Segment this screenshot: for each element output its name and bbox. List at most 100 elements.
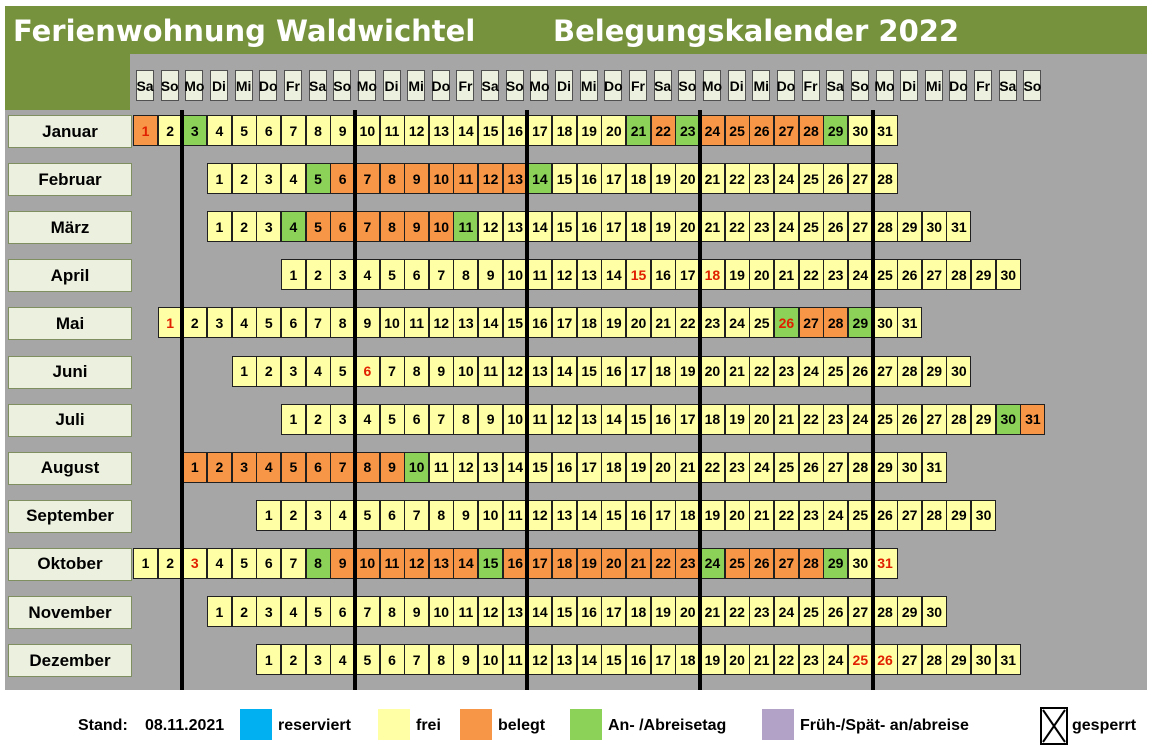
- day-cell[interactable]: 7: [330, 452, 355, 483]
- day-cell[interactable]: 10: [453, 356, 478, 387]
- day-cell[interactable]: 5: [355, 500, 380, 531]
- day-cell[interactable]: 30: [971, 644, 996, 675]
- day-cell[interactable]: 13: [552, 644, 577, 675]
- day-cell[interactable]: 22: [700, 452, 725, 483]
- day-cell[interactable]: 5: [306, 211, 331, 242]
- day-cell[interactable]: 14: [453, 115, 478, 146]
- day-cell[interactable]: 10: [429, 163, 454, 194]
- day-cell[interactable]: 30: [946, 356, 971, 387]
- day-cell[interactable]: 14: [453, 548, 478, 579]
- day-cell[interactable]: 18: [577, 307, 602, 338]
- day-cell[interactable]: 6: [306, 452, 331, 483]
- day-cell[interactable]: 7: [355, 211, 380, 242]
- day-cell[interactable]: 2: [306, 259, 331, 290]
- day-cell[interactable]: 6: [380, 644, 405, 675]
- day-cell[interactable]: 19: [626, 452, 651, 483]
- day-cell[interactable]: 27: [774, 548, 799, 579]
- day-cell[interactable]: 25: [799, 163, 824, 194]
- day-cell[interactable]: 28: [848, 452, 873, 483]
- day-cell[interactable]: 14: [601, 259, 626, 290]
- day-cell[interactable]: 29: [823, 115, 848, 146]
- day-cell[interactable]: 23: [799, 500, 824, 531]
- day-cell[interactable]: 22: [651, 115, 676, 146]
- day-cell[interactable]: 13: [503, 596, 528, 627]
- day-cell[interactable]: 10: [429, 211, 454, 242]
- day-cell[interactable]: 14: [577, 644, 602, 675]
- day-cell[interactable]: 4: [256, 452, 281, 483]
- day-cell[interactable]: 26: [897, 404, 922, 435]
- day-cell[interactable]: 24: [799, 356, 824, 387]
- day-cell[interactable]: 25: [725, 115, 750, 146]
- day-cell[interactable]: 3: [256, 211, 281, 242]
- day-cell[interactable]: 17: [626, 356, 651, 387]
- day-cell[interactable]: 3: [306, 644, 331, 675]
- day-cell[interactable]: 11: [429, 452, 454, 483]
- day-cell[interactable]: 31: [897, 307, 922, 338]
- day-cell[interactable]: 22: [749, 356, 774, 387]
- day-cell[interactable]: 11: [503, 644, 528, 675]
- day-cell[interactable]: 30: [996, 404, 1021, 435]
- day-cell[interactable]: 7: [380, 356, 405, 387]
- day-cell[interactable]: 4: [355, 259, 380, 290]
- day-cell[interactable]: 19: [700, 644, 725, 675]
- day-cell[interactable]: 15: [503, 307, 528, 338]
- day-cell[interactable]: 17: [675, 404, 700, 435]
- day-cell[interactable]: 27: [848, 596, 873, 627]
- day-cell[interactable]: 21: [774, 404, 799, 435]
- day-cell[interactable]: 11: [380, 548, 405, 579]
- day-cell[interactable]: 21: [774, 259, 799, 290]
- day-cell[interactable]: 26: [823, 163, 848, 194]
- day-cell[interactable]: 15: [478, 115, 503, 146]
- day-cell[interactable]: 22: [799, 259, 824, 290]
- day-cell[interactable]: 16: [552, 452, 577, 483]
- day-cell[interactable]: 2: [256, 356, 281, 387]
- day-cell[interactable]: 3: [182, 115, 207, 146]
- day-cell[interactable]: 27: [897, 644, 922, 675]
- day-cell[interactable]: 15: [552, 596, 577, 627]
- day-cell[interactable]: 5: [306, 163, 331, 194]
- day-cell[interactable]: 8: [355, 452, 380, 483]
- day-cell[interactable]: 20: [651, 452, 676, 483]
- day-cell[interactable]: 12: [503, 356, 528, 387]
- day-cell[interactable]: 20: [601, 548, 626, 579]
- day-cell[interactable]: 4: [355, 404, 380, 435]
- day-cell[interactable]: 10: [404, 452, 429, 483]
- day-cell[interactable]: 1: [256, 500, 281, 531]
- day-cell[interactable]: 12: [478, 596, 503, 627]
- day-cell[interactable]: 7: [404, 644, 429, 675]
- day-cell[interactable]: 6: [256, 548, 281, 579]
- day-cell[interactable]: 29: [897, 596, 922, 627]
- day-cell[interactable]: 17: [601, 163, 626, 194]
- day-cell[interactable]: 12: [453, 452, 478, 483]
- day-cell[interactable]: 21: [749, 644, 774, 675]
- day-cell[interactable]: 31: [922, 452, 947, 483]
- day-cell[interactable]: 1: [182, 452, 207, 483]
- day-cell[interactable]: 15: [552, 211, 577, 242]
- day-cell[interactable]: 26: [848, 356, 873, 387]
- day-cell[interactable]: 12: [478, 163, 503, 194]
- day-cell[interactable]: 9: [453, 644, 478, 675]
- day-cell[interactable]: 25: [799, 211, 824, 242]
- day-cell[interactable]: 30: [996, 259, 1021, 290]
- day-cell[interactable]: 24: [848, 259, 873, 290]
- day-cell[interactable]: 28: [897, 356, 922, 387]
- day-cell[interactable]: 2: [158, 115, 183, 146]
- day-cell[interactable]: 7: [404, 500, 429, 531]
- day-cell[interactable]: 24: [774, 211, 799, 242]
- day-cell[interactable]: 11: [404, 307, 429, 338]
- day-cell[interactable]: 12: [527, 500, 552, 531]
- day-cell[interactable]: 12: [552, 259, 577, 290]
- day-cell[interactable]: 15: [601, 644, 626, 675]
- day-cell[interactable]: 16: [626, 644, 651, 675]
- day-cell[interactable]: 14: [552, 356, 577, 387]
- day-cell[interactable]: 31: [996, 644, 1021, 675]
- day-cell[interactable]: 4: [281, 163, 306, 194]
- day-cell[interactable]: 6: [355, 356, 380, 387]
- day-cell[interactable]: 20: [749, 259, 774, 290]
- day-cell[interactable]: 21: [725, 356, 750, 387]
- day-cell[interactable]: 22: [774, 500, 799, 531]
- day-cell[interactable]: 21: [700, 596, 725, 627]
- day-cell[interactable]: 22: [725, 211, 750, 242]
- day-cell[interactable]: 6: [330, 211, 355, 242]
- day-cell[interactable]: 6: [330, 163, 355, 194]
